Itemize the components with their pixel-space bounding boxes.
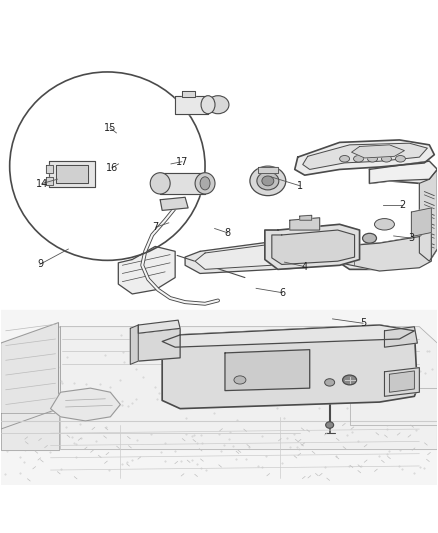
Polygon shape xyxy=(56,165,88,183)
Polygon shape xyxy=(419,169,437,261)
Polygon shape xyxy=(1,310,437,485)
Polygon shape xyxy=(265,224,360,269)
Polygon shape xyxy=(295,140,434,175)
Polygon shape xyxy=(385,368,419,397)
Polygon shape xyxy=(370,161,437,183)
Polygon shape xyxy=(46,165,53,173)
Polygon shape xyxy=(1,413,59,449)
Polygon shape xyxy=(411,208,431,237)
Ellipse shape xyxy=(234,376,246,384)
Ellipse shape xyxy=(200,177,210,190)
Ellipse shape xyxy=(150,173,170,194)
Ellipse shape xyxy=(195,173,215,194)
Polygon shape xyxy=(60,327,437,449)
Polygon shape xyxy=(339,227,431,271)
Polygon shape xyxy=(182,91,195,98)
Ellipse shape xyxy=(367,156,378,162)
Ellipse shape xyxy=(339,156,350,162)
Text: 14: 14 xyxy=(36,179,48,189)
Polygon shape xyxy=(339,161,437,269)
Polygon shape xyxy=(160,197,188,211)
Polygon shape xyxy=(290,218,320,230)
Text: 7: 7 xyxy=(152,222,159,232)
Text: 4: 4 xyxy=(301,262,307,271)
Polygon shape xyxy=(185,235,360,273)
Text: 1: 1 xyxy=(297,181,303,191)
Polygon shape xyxy=(1,322,59,429)
Text: 16: 16 xyxy=(106,163,118,173)
Ellipse shape xyxy=(201,96,215,114)
Ellipse shape xyxy=(262,176,274,186)
Polygon shape xyxy=(195,238,355,269)
Text: 5: 5 xyxy=(360,318,366,328)
Polygon shape xyxy=(385,327,417,347)
Ellipse shape xyxy=(325,379,335,386)
Text: 8: 8 xyxy=(225,228,231,238)
Ellipse shape xyxy=(326,422,334,429)
Polygon shape xyxy=(175,96,208,114)
Text: 17: 17 xyxy=(176,157,188,167)
Polygon shape xyxy=(1,327,60,429)
Text: 3: 3 xyxy=(408,233,414,243)
Polygon shape xyxy=(225,350,310,391)
Polygon shape xyxy=(118,246,175,294)
Ellipse shape xyxy=(257,172,279,190)
Polygon shape xyxy=(46,177,53,185)
Ellipse shape xyxy=(396,156,406,162)
Polygon shape xyxy=(303,143,427,169)
Polygon shape xyxy=(258,167,278,173)
Polygon shape xyxy=(49,161,95,188)
Polygon shape xyxy=(138,328,180,361)
Text: 9: 9 xyxy=(37,260,43,269)
Polygon shape xyxy=(389,371,414,392)
Polygon shape xyxy=(300,215,312,220)
Ellipse shape xyxy=(250,166,286,196)
Text: 15: 15 xyxy=(104,123,116,133)
Ellipse shape xyxy=(381,156,392,162)
Polygon shape xyxy=(160,173,205,194)
Polygon shape xyxy=(162,325,417,409)
Ellipse shape xyxy=(343,375,357,385)
Polygon shape xyxy=(138,320,180,333)
Polygon shape xyxy=(350,388,437,425)
Polygon shape xyxy=(130,325,138,365)
Ellipse shape xyxy=(353,156,364,162)
Ellipse shape xyxy=(374,219,395,230)
Text: 6: 6 xyxy=(279,288,286,298)
Text: 2: 2 xyxy=(399,200,406,211)
Ellipse shape xyxy=(363,233,377,243)
Polygon shape xyxy=(162,325,414,347)
Polygon shape xyxy=(272,230,355,264)
Polygon shape xyxy=(352,145,404,158)
Polygon shape xyxy=(50,388,120,421)
Ellipse shape xyxy=(207,96,229,114)
